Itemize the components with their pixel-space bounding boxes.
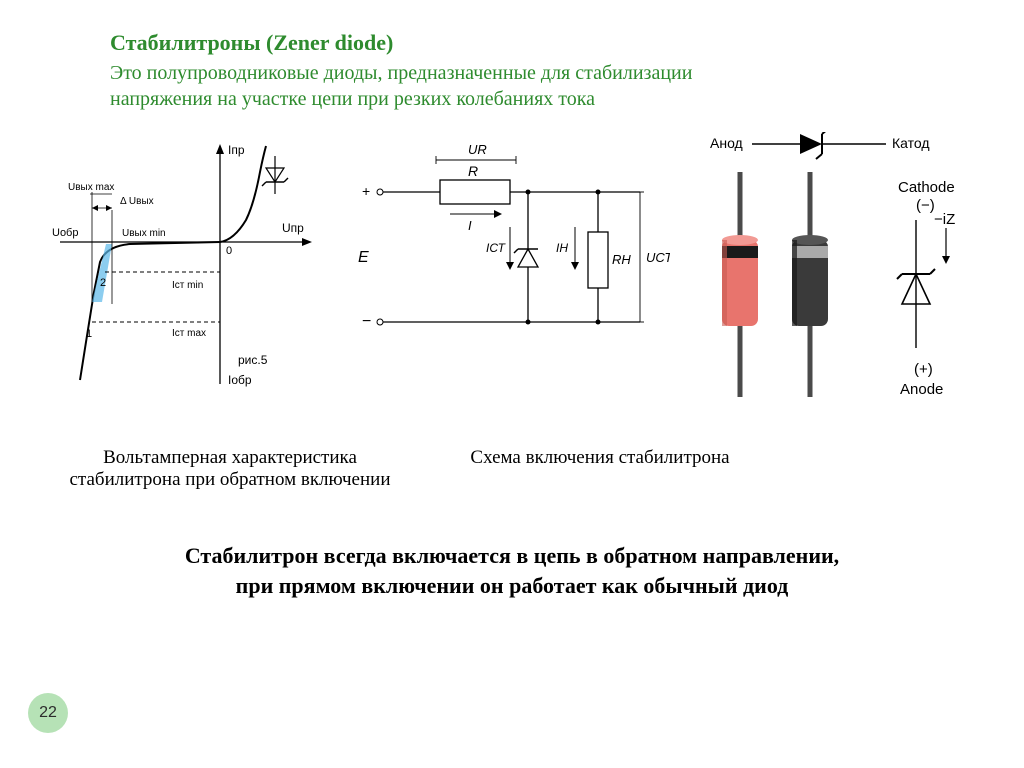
slide-subtitle: Это полупроводниковые диоды, предназначе… xyxy=(110,60,974,112)
label-ur: UR xyxy=(468,142,487,157)
iv-graph: Iпр Iобр Uпр 0 Uвых max Δ Uвых xyxy=(50,132,340,397)
page-number: 22 xyxy=(39,704,57,722)
iz-label: −iZ xyxy=(934,211,955,228)
footer-line2: при прямом включении он работает как обы… xyxy=(236,573,789,598)
marker-1: 1 xyxy=(86,328,92,340)
origin: 0 xyxy=(226,245,232,257)
label-uvmax: Uвых max xyxy=(68,182,114,193)
cathode-label-top: Катод xyxy=(892,135,930,151)
diagrams-row: Iпр Iобр Uпр 0 Uвых max Δ Uвых xyxy=(50,132,974,417)
label-ictmax: Iст max xyxy=(172,328,206,339)
label-ict: IСТ xyxy=(486,241,507,255)
page-number-badge: 22 xyxy=(28,693,68,733)
subtitle-line2: напряжения на участке цепи при резких ко… xyxy=(110,88,595,110)
footer-line1: Стабилитрон всегда включается в цепь в о… xyxy=(185,543,839,568)
caption-left-line1: Вольтамперная характеристика xyxy=(103,447,357,468)
anode-label-top: Анод xyxy=(710,135,743,151)
label-duv: Δ Uвых xyxy=(120,196,154,207)
caption-left-line2: стабилитрона при обратном включении xyxy=(70,469,391,490)
anode-word: Anode xyxy=(900,381,943,398)
cathode-word: Cathode xyxy=(898,179,955,196)
axis-ipr: Iпр xyxy=(228,143,245,157)
label-i: I xyxy=(468,218,472,233)
cathode-sign: (−) xyxy=(916,197,935,214)
label-e: E xyxy=(358,249,369,266)
fig-label: рис.5 xyxy=(238,353,268,367)
label-uobr: Uобр xyxy=(52,227,78,239)
label-in: IН xyxy=(556,241,568,255)
caption-right: Схема включения стабилитрона xyxy=(470,447,729,468)
label-rn: RН xyxy=(612,252,631,267)
components-panel: Анод Катод Cathode (−) xyxy=(680,132,980,417)
captions-row: Вольтамперная характеристика стабилитрон… xyxy=(50,447,974,491)
marker-2: 2 xyxy=(100,277,106,289)
subtitle-line1: Это полупроводниковые диоды, предназначе… xyxy=(110,62,692,84)
label-uvmin: Uвых min xyxy=(122,228,166,239)
minus: − xyxy=(362,313,371,330)
label-uct: UСТ xyxy=(646,250,670,265)
plus: + xyxy=(362,183,370,199)
axis-iobr: Iобр xyxy=(228,373,252,387)
slide-title: Стабилитроны (Zener diode) xyxy=(110,30,974,56)
footer-text: Стабилитрон всегда включается в цепь в о… xyxy=(50,541,974,600)
axis-upr: Uпр xyxy=(282,221,304,235)
label-ictmin: Iст min xyxy=(172,280,203,291)
circuit-diagram: + − E R UR I xyxy=(350,132,670,367)
anode-sign: (+) xyxy=(914,361,933,378)
label-r: R xyxy=(468,163,478,179)
